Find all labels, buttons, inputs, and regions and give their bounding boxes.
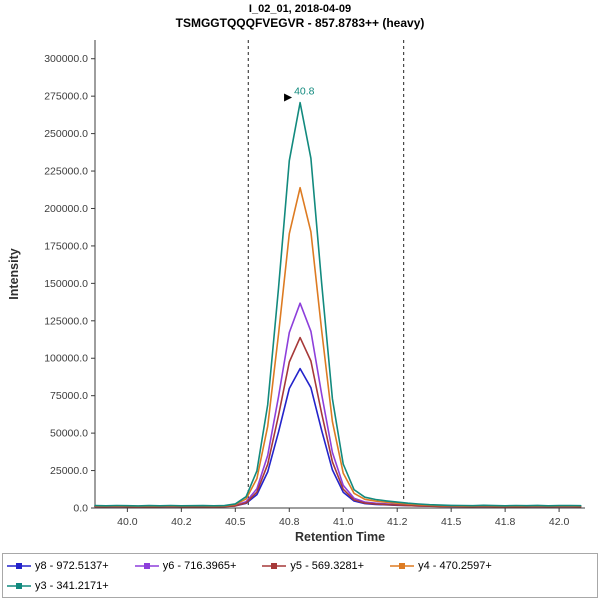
x-tick-label: 40.8 — [279, 516, 300, 528]
y-tick-label: 200000.0 — [44, 203, 88, 215]
legend-item-y4: y4 - 470.2597+ — [390, 560, 492, 572]
legend-item-y6: y6 - 716.3965+ — [134, 560, 237, 572]
y-tick-label: 125000.0 — [44, 315, 88, 327]
legend-row: y8 - 972.5137+ y6 - 716.3965+ y5 - 569.328… — [7, 557, 593, 575]
legend: y8 - 972.5137+ y6 - 716.3965+ y5 - 569.328… — [2, 553, 598, 598]
chromatogram-plot: 0.0 25000.0 50000.0 75000.0 100000.0 125000.0… — [7, 40, 585, 544]
x-tick-label: 41.2 — [387, 516, 408, 528]
y-tick-label: 150000.0 — [44, 278, 88, 290]
legend-item-label: y4 - 470.2597+ — [418, 560, 492, 572]
legend-item-label: y8 - 972.5137+ — [35, 560, 109, 572]
x-tick-label: 41.8 — [495, 516, 516, 528]
y-tick-label: 25000.0 — [50, 465, 88, 477]
y-tick-label: 0.0 — [73, 503, 88, 515]
legend-item-label: y5 - 569.3281+ — [290, 560, 365, 572]
legend-swatch-icon — [7, 563, 31, 569]
series-line-y3 — [94, 101, 582, 507]
y-tick-label: 250000.0 — [44, 128, 88, 140]
x-tick-label: 41.5 — [441, 516, 462, 528]
legend-item-y8: y8 - 972.5137+ — [7, 560, 109, 572]
plot-title-peptide: TSMGGTQQQFVEGVR - 857.8783++ (heavy) — [175, 16, 425, 30]
plot-title-replicate: I_02_01, 2018-04-09 — [248, 3, 352, 15]
legend-marker-icon — [16, 563, 22, 569]
y-tick-label: 100000.0 — [44, 353, 88, 365]
y-axis-label: Intensity — [7, 248, 21, 299]
y-tick-label: 275000.0 — [44, 91, 88, 103]
legend-marker-icon — [143, 563, 150, 569]
y-tick-label: 300000.0 — [44, 53, 88, 65]
x-tick-label: 41.0 — [333, 516, 354, 528]
series-line-y8 — [94, 367, 582, 508]
legend-row: y3 - 341.2171+ — [7, 577, 593, 595]
y-tick-label: 50000.0 — [50, 428, 88, 440]
legend-item-label: y3 - 341.2171+ — [35, 580, 109, 592]
peak-arrow-icon — [284, 93, 293, 102]
legend-item-y3: y3 - 341.2171+ — [7, 580, 109, 592]
legend-swatch-icon — [7, 583, 31, 589]
x-tick-label: 42.0 — [549, 516, 570, 528]
y-tick-label: 175000.0 — [44, 240, 88, 252]
x-tick-label: 40.2 — [171, 516, 192, 528]
x-tick-label: 40.5 — [225, 516, 246, 528]
y-tick-label: 225000.0 — [44, 166, 88, 178]
y-tick-label: 75000.0 — [50, 390, 88, 402]
series-line-y4 — [94, 186, 582, 508]
legend-item-y5: y5 - 569.3281+ — [262, 560, 364, 572]
legend-swatch-icon — [262, 563, 287, 569]
x-tick-label: 40.0 — [117, 516, 138, 528]
legend-marker-icon — [271, 563, 278, 569]
peak-rt-annotation: 40.8 — [294, 86, 315, 98]
legend-item-label: y6 - 716.3965+ — [162, 560, 237, 572]
legend-marker-icon — [399, 563, 406, 569]
legend-marker-icon — [16, 583, 22, 589]
x-axis-label: Retention Time — [295, 530, 385, 544]
legend-swatch-icon — [390, 563, 415, 569]
legend-swatch-icon — [134, 563, 159, 569]
